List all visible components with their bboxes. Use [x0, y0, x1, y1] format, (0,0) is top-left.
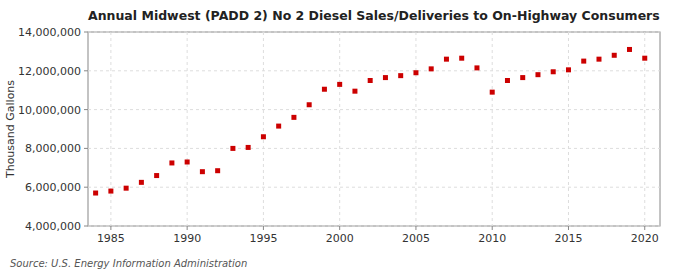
data-point: [612, 53, 617, 58]
data-point: [474, 65, 479, 70]
data-point: [93, 191, 98, 196]
y-grid-line: [88, 226, 660, 227]
y-tick-label: 4,000,000: [25, 220, 81, 233]
y-tick: [84, 32, 88, 33]
x-tick: [110, 226, 111, 230]
y-grid-line: [88, 187, 660, 188]
data-point: [291, 115, 296, 120]
data-point: [596, 57, 601, 62]
x-tick-label: 2000: [326, 232, 354, 245]
data-point: [230, 146, 235, 151]
y-tick: [84, 187, 88, 188]
data-point: [520, 75, 525, 80]
grid: [88, 32, 660, 226]
data-point: [276, 124, 281, 129]
data-point: [368, 78, 373, 83]
chart-container: 1985 1990 1995 2000 2005 2010 2015 2020 4,000,00…: [0, 0, 675, 275]
x-tick-label: 2010: [478, 232, 506, 245]
y-grid-line: [88, 32, 660, 33]
x-tick: [415, 226, 416, 230]
x-tick-label: 2020: [631, 232, 659, 245]
data-point: [200, 169, 205, 174]
data-point: [185, 159, 190, 164]
y-tick-label: 6,000,000: [25, 181, 81, 194]
data-point: [352, 89, 357, 94]
y-tick: [84, 148, 88, 149]
y-tick-label: 10,000,000: [18, 104, 81, 117]
data-point: [322, 87, 327, 92]
x-tick-label: 1995: [249, 232, 277, 245]
data-point: [444, 57, 449, 62]
x-tick-label: 1990: [173, 232, 201, 245]
data-point: [642, 56, 647, 61]
x-grid-line: [339, 32, 340, 226]
y-tick: [84, 70, 88, 71]
y-tick: [84, 109, 88, 110]
data-point: [108, 189, 113, 194]
y-grid-line: [88, 148, 660, 149]
x-grid-line: [568, 32, 569, 226]
x-grid-line: [415, 32, 416, 226]
data-point: [307, 102, 312, 107]
chart: 1985 1990 1995 2000 2005 2010 2015 2020 4,000,00…: [0, 0, 675, 275]
x-tick: [492, 226, 493, 230]
data-point: [154, 173, 159, 178]
data-point: [246, 145, 251, 150]
x-grid-line: [110, 32, 111, 226]
data-point: [505, 78, 510, 83]
data-point: [535, 72, 540, 77]
data-point: [490, 90, 495, 95]
data-point: [337, 82, 342, 87]
data-point: [215, 168, 220, 173]
title: Annual Midwest (PADD 2) No 2 Diesel Sale…: [88, 8, 660, 23]
x-tick: [568, 226, 569, 230]
data-point: [124, 186, 129, 191]
data-point: [429, 66, 434, 71]
x-grid-line: [187, 32, 188, 226]
x-grid-line: [492, 32, 493, 226]
y-tick: [84, 226, 88, 227]
x-tick: [339, 226, 340, 230]
x-tick: [263, 226, 264, 230]
x-tick-label: 1985: [97, 232, 125, 245]
data-point: [413, 70, 418, 75]
data-point: [383, 75, 388, 80]
y-tick-label: 8,000,000: [25, 142, 81, 155]
x-tick: [187, 226, 188, 230]
y-grid-line: [88, 109, 660, 110]
y-tick-label: 12,000,000: [18, 65, 81, 78]
data-point: [169, 160, 174, 165]
data-point: [459, 56, 464, 61]
data-point: [581, 59, 586, 64]
x-tick: [644, 226, 645, 230]
data-point: [566, 67, 571, 72]
x-grid-line: [644, 32, 645, 226]
data-point: [398, 73, 403, 78]
source-note: Source: U.S. Energy Information Administ…: [10, 258, 247, 269]
y-axis-label: Thousand Gallons: [4, 80, 17, 179]
y-grid-line: [88, 70, 660, 71]
data-point: [261, 134, 266, 139]
y-tick-label: 14,000,000: [18, 26, 81, 39]
data-point: [551, 69, 556, 74]
data-point: [139, 180, 144, 185]
plot-frame: [88, 32, 660, 226]
data-point: [627, 47, 632, 52]
axes: 1985 1990 1995 2000 2005 2010 2015 2020 4,000,00…: [18, 26, 659, 245]
x-tick-label: 2005: [402, 232, 430, 245]
x-grid-line: [263, 32, 264, 226]
x-tick-label: 2015: [554, 232, 582, 245]
points: [93, 47, 647, 196]
